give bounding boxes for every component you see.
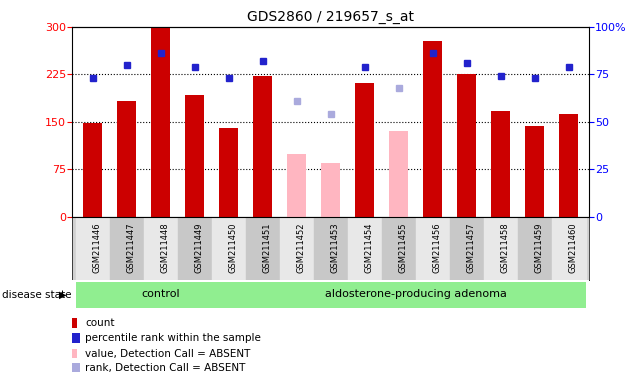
Text: GSM211460: GSM211460 bbox=[569, 222, 578, 273]
Bar bbox=[348, 217, 382, 280]
Text: percentile rank within the sample: percentile rank within the sample bbox=[85, 333, 261, 343]
Text: GSM211447: GSM211447 bbox=[127, 222, 136, 273]
Bar bbox=[246, 282, 586, 308]
Text: GSM211457: GSM211457 bbox=[467, 222, 476, 273]
Text: GSM211459: GSM211459 bbox=[535, 222, 544, 273]
Bar bbox=[76, 282, 246, 308]
Bar bbox=[423, 41, 442, 217]
Bar bbox=[76, 217, 110, 280]
Text: GSM211449: GSM211449 bbox=[195, 222, 203, 273]
Bar bbox=[491, 111, 510, 217]
Bar bbox=[84, 123, 102, 217]
Text: GSM211450: GSM211450 bbox=[229, 222, 238, 273]
Text: disease state: disease state bbox=[2, 290, 71, 300]
Bar bbox=[219, 128, 238, 217]
Text: GSM211458: GSM211458 bbox=[501, 222, 510, 273]
Text: GSM211453: GSM211453 bbox=[331, 222, 340, 273]
Text: GSM211451: GSM211451 bbox=[263, 222, 272, 273]
Bar bbox=[178, 217, 212, 280]
Text: GSM211446: GSM211446 bbox=[93, 222, 102, 273]
Bar bbox=[280, 217, 314, 280]
Bar bbox=[355, 83, 374, 217]
Bar bbox=[450, 217, 484, 280]
Bar bbox=[559, 114, 578, 217]
Bar bbox=[552, 217, 586, 280]
Text: GSM211456: GSM211456 bbox=[433, 222, 442, 273]
Bar bbox=[484, 217, 518, 280]
Text: GSM211448: GSM211448 bbox=[161, 222, 170, 273]
Text: GSM211454: GSM211454 bbox=[365, 222, 374, 273]
Bar bbox=[110, 217, 144, 280]
Bar bbox=[253, 76, 272, 217]
Bar bbox=[287, 154, 306, 217]
Text: control: control bbox=[142, 289, 180, 299]
Bar bbox=[321, 163, 340, 217]
Bar bbox=[382, 217, 416, 280]
Bar bbox=[416, 217, 450, 280]
Bar bbox=[246, 217, 280, 280]
Text: GSM211455: GSM211455 bbox=[399, 222, 408, 273]
Bar bbox=[314, 217, 348, 280]
Bar bbox=[457, 74, 476, 217]
Text: aldosterone-producing adenoma: aldosterone-producing adenoma bbox=[325, 289, 507, 299]
Text: ▶: ▶ bbox=[59, 290, 66, 300]
Bar bbox=[117, 101, 136, 217]
Bar bbox=[185, 95, 204, 217]
Text: GSM211452: GSM211452 bbox=[297, 222, 306, 273]
Title: GDS2860 / 219657_s_at: GDS2860 / 219657_s_at bbox=[247, 10, 415, 25]
Text: count: count bbox=[85, 318, 115, 328]
Bar bbox=[212, 217, 246, 280]
Bar bbox=[144, 217, 178, 280]
Bar bbox=[389, 131, 408, 217]
Bar bbox=[525, 126, 544, 217]
Bar bbox=[151, 27, 170, 217]
Text: rank, Detection Call = ABSENT: rank, Detection Call = ABSENT bbox=[85, 363, 246, 373]
Text: value, Detection Call = ABSENT: value, Detection Call = ABSENT bbox=[85, 349, 251, 359]
Bar bbox=[518, 217, 552, 280]
